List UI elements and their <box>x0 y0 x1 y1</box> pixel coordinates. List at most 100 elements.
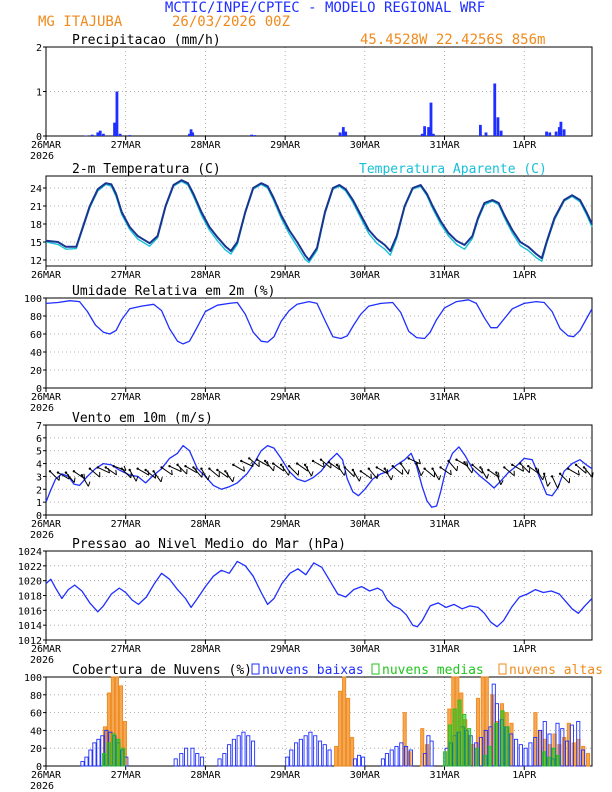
x-tick-label: 29MAR <box>270 140 301 151</box>
wind-barb-dot <box>495 471 498 474</box>
precip-bar <box>101 133 105 136</box>
wind-barb-shaft <box>535 468 544 481</box>
wind-barb-shaft <box>559 473 570 484</box>
wind-barb-shaft <box>145 469 156 479</box>
x-year-label: 2026 <box>30 655 54 666</box>
panel-temperature: 12 15 18 21 24 26MAR 27MAR 28MAR 29MAR 30MAR 31MAR… <box>30 162 593 281</box>
wind-barb <box>335 463 347 476</box>
precip-bar <box>253 135 257 136</box>
cloud-bar-nuvens-medias <box>505 726 510 767</box>
wind-barb-dot <box>319 458 323 461</box>
cloud-bar-nuvens-baixas <box>384 753 389 767</box>
wind-barb-flag <box>311 471 314 477</box>
x-tick-label: 28MAR <box>190 770 221 781</box>
cloud-bar-nuvens-baixas <box>179 753 184 767</box>
wind-barb-flag <box>343 470 347 476</box>
x-tick-label: 26MAR <box>31 392 62 403</box>
wind-barb-flag <box>420 471 424 477</box>
wind-barb-flag <box>418 458 421 465</box>
x-tick-label: 27MAR <box>111 519 142 530</box>
cloud-bar-nuvens-baixas <box>580 749 586 767</box>
y-tick-label: 2 <box>36 43 42 54</box>
wind-barb-dot <box>192 466 195 469</box>
legend-swatch-nuvens-medias <box>371 663 380 675</box>
wind-barb-dot <box>208 467 211 470</box>
wind-barb-shaft <box>280 464 290 476</box>
cloud-bar-nuvens-baixas <box>394 745 399 767</box>
cloud-bar-nuvens-medias <box>106 742 111 767</box>
x-year-label: 2026 <box>30 151 54 162</box>
wind-barb-dot <box>511 463 514 467</box>
wind-barb-flag <box>370 473 372 479</box>
wind-barb <box>550 475 561 489</box>
wind-barb-flag <box>171 469 173 475</box>
wind-barb-shaft <box>296 463 309 472</box>
x-tick-label: 30MAR <box>350 392 381 403</box>
wind-barb-shaft <box>495 472 502 485</box>
cloud-bar-nuvens-baixas <box>322 744 327 767</box>
legend-nuvens-baixas: nuvens baixas <box>262 663 364 678</box>
wind-barb-dot <box>375 466 378 469</box>
precip-bar <box>557 127 561 136</box>
wind-barb-dot <box>431 467 434 470</box>
wind-barb-flag <box>450 469 452 475</box>
wind-barb-shaft <box>304 464 312 477</box>
cloud-bar-nuvens-medias <box>121 747 126 767</box>
wind-barb-dot <box>542 472 546 476</box>
cloud-bar-nuvens-baixas <box>313 735 318 767</box>
wind-barb-shaft <box>200 468 209 481</box>
wind-barb-flag <box>322 462 325 468</box>
wind-barb-shaft <box>177 464 188 475</box>
wind-barb-dot <box>391 464 394 468</box>
precip-bar <box>493 83 497 136</box>
precip-bar <box>554 131 558 136</box>
wind-barb-shaft <box>81 474 89 487</box>
y-tick-label: 20 <box>30 366 42 377</box>
wind-barb-shaft <box>121 468 132 479</box>
cloud-bar-nuvens-baixas <box>404 745 409 767</box>
x-tick-label: 1APR <box>512 644 537 655</box>
wind-barb-dot <box>160 466 163 469</box>
wind-barb-shaft <box>272 463 285 472</box>
wind-barb-dot <box>256 458 259 461</box>
wind-barb-flag <box>547 481 551 487</box>
wind-barb-dot <box>527 464 530 468</box>
panel-humidity: 0 20 40 60 80 100 26MAR 27MAR 28MAR 29MAR 30MAR 31M… <box>24 284 593 414</box>
wind-barb <box>463 461 474 474</box>
wind-barb-dot <box>311 459 315 463</box>
wind-barb <box>240 459 254 467</box>
wind-barb-shaft <box>583 467 593 478</box>
precip-bar <box>341 127 345 136</box>
cloud-bar-nuvens-altas <box>420 728 425 767</box>
wind-barb-dot <box>96 466 100 469</box>
wind-barb <box>566 467 580 476</box>
y-tick-label: 21 <box>30 202 42 213</box>
wind-barb-shaft <box>440 467 452 476</box>
wind-barb <box>542 472 551 487</box>
wind-barb-dot <box>566 467 570 470</box>
wind-barb-flag <box>288 470 291 476</box>
x-tick-label: 30MAR <box>350 140 381 151</box>
wind-barb-dot <box>128 468 131 472</box>
cloud-bar-nuvens-baixas <box>537 729 543 767</box>
wind-barb-shaft <box>153 470 162 483</box>
wind-barb-shaft <box>193 467 203 478</box>
precip-bar <box>338 132 342 136</box>
wind-barb-dot <box>176 463 179 467</box>
wind-barb <box>192 466 204 478</box>
wind-barb-flag <box>471 467 474 474</box>
panel-frame <box>45 297 593 389</box>
cloud-bar-nuvens-baixas <box>294 742 299 767</box>
wind-barb-dot <box>407 457 410 460</box>
y-tick-label: 7 <box>36 421 42 432</box>
wind-barb-dot <box>303 463 307 467</box>
wind-barb-shaft <box>89 468 101 478</box>
x-tick-label: 27MAR <box>111 270 142 281</box>
wind-barb-shaft <box>312 460 325 468</box>
wind-barb-dot <box>367 467 371 470</box>
cloud-bar-nuvens-baixas <box>380 758 386 767</box>
y-tick-label: 40 <box>30 726 42 737</box>
x-tick-label: 30MAR <box>350 270 381 281</box>
cloud-bar-nuvens-medias <box>116 738 121 767</box>
wind-barb-shaft <box>49 470 60 481</box>
